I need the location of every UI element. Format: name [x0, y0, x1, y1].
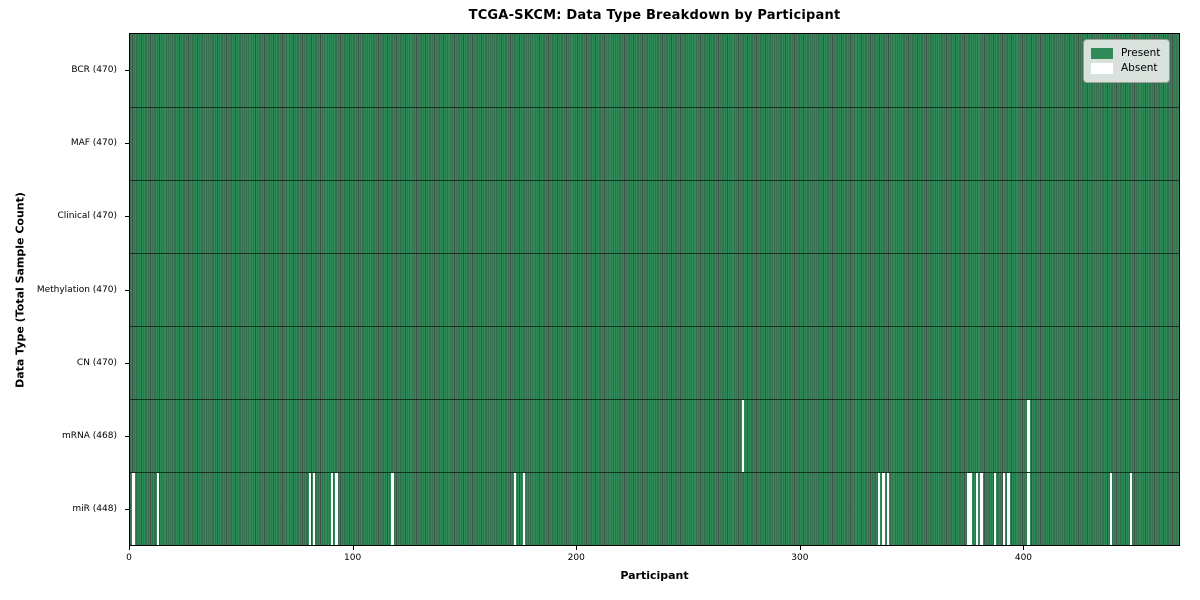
- present-swatch: [1091, 48, 1113, 59]
- x-tick-mark: [576, 546, 578, 550]
- x-tick-mark: [1023, 546, 1025, 550]
- legend-item-absent: Absent: [1091, 62, 1160, 75]
- x-tick-label: 400: [1014, 553, 1033, 563]
- y-tick-mark: [125, 69, 129, 71]
- y-tick-label: CN (470): [76, 357, 117, 368]
- y-tick-label: Clinical (470): [57, 211, 117, 222]
- absent-cell: [969, 473, 972, 545]
- y-axis: BCR (470) MAF (470) Clinical (470) Methylat…: [0, 33, 129, 546]
- absent-cell: [1027, 473, 1030, 545]
- absent-cell: [132, 473, 135, 545]
- y-tick-mark: [125, 509, 129, 511]
- y-tick-mark: [125, 362, 129, 364]
- y-tick-mark: [125, 289, 129, 291]
- x-tick-label: 300: [791, 553, 809, 563]
- absent-cell: [993, 473, 997, 545]
- absent-cell: [966, 473, 970, 545]
- x-tick-label: 200: [567, 553, 585, 563]
- x-tick-label: 100: [344, 553, 362, 563]
- absent-cell: [882, 473, 885, 545]
- absent-cell: [313, 473, 316, 545]
- absent-cell: [886, 473, 889, 545]
- absent-cell: [1109, 473, 1113, 545]
- y-tick-mark: [125, 142, 129, 144]
- x-tick-mark: [129, 546, 130, 550]
- x-axis-label: Participant: [620, 569, 689, 582]
- heatmap-row-CN: [130, 326, 1179, 399]
- heatmap-row-Methylation: [130, 253, 1179, 326]
- plot-area: [129, 33, 1180, 546]
- legend-item-present: Present: [1091, 47, 1160, 60]
- absent-cell: [1002, 473, 1006, 545]
- absent-cell: [1129, 473, 1133, 545]
- absent-cell: [980, 473, 983, 545]
- absent-cell: [1027, 400, 1030, 472]
- legend: Present Absent: [1083, 39, 1171, 83]
- x-tick-label: 0: [126, 553, 132, 563]
- absent-cell: [391, 473, 394, 545]
- x-tick-mark: [352, 546, 354, 550]
- chart-title: TCGA-SKCM: Data Type Breakdown by Partic…: [468, 8, 841, 23]
- absent-swatch: [1091, 63, 1113, 74]
- absent-cell: [330, 473, 334, 545]
- absent-cell: [1007, 473, 1010, 545]
- y-tick-mark: [125, 216, 129, 218]
- x-tick-mark: [799, 546, 801, 550]
- absent-cell: [156, 473, 160, 545]
- legend-label-absent: Absent: [1121, 62, 1158, 74]
- absent-cell: [741, 400, 744, 472]
- y-tick-label: miR (448): [72, 504, 117, 515]
- heatmap-row-Clinical: [130, 180, 1179, 253]
- legend-label-present: Present: [1121, 47, 1161, 59]
- y-tick-label: Methylation (470): [36, 284, 117, 295]
- absent-cell: [522, 473, 526, 545]
- y-tick-mark: [125, 436, 129, 438]
- absent-cell: [308, 473, 311, 545]
- absent-cell: [513, 473, 517, 545]
- heatmap-row-BCR: [130, 34, 1179, 107]
- x-axis: 0 100 200 300 400: [126, 546, 1180, 572]
- y-tick-label: mRNA (468): [62, 431, 117, 442]
- absent-cell: [335, 473, 338, 545]
- y-tick-label: MAF (470): [70, 137, 117, 148]
- y-tick-label: BCR (470): [71, 64, 117, 75]
- heatmap-row-MAF: [130, 107, 1179, 180]
- absent-cell: [877, 473, 881, 545]
- heatmap-row-miR: [130, 472, 1179, 545]
- heatmap-row-mRNA: [130, 399, 1179, 472]
- absent-cell: [975, 473, 979, 545]
